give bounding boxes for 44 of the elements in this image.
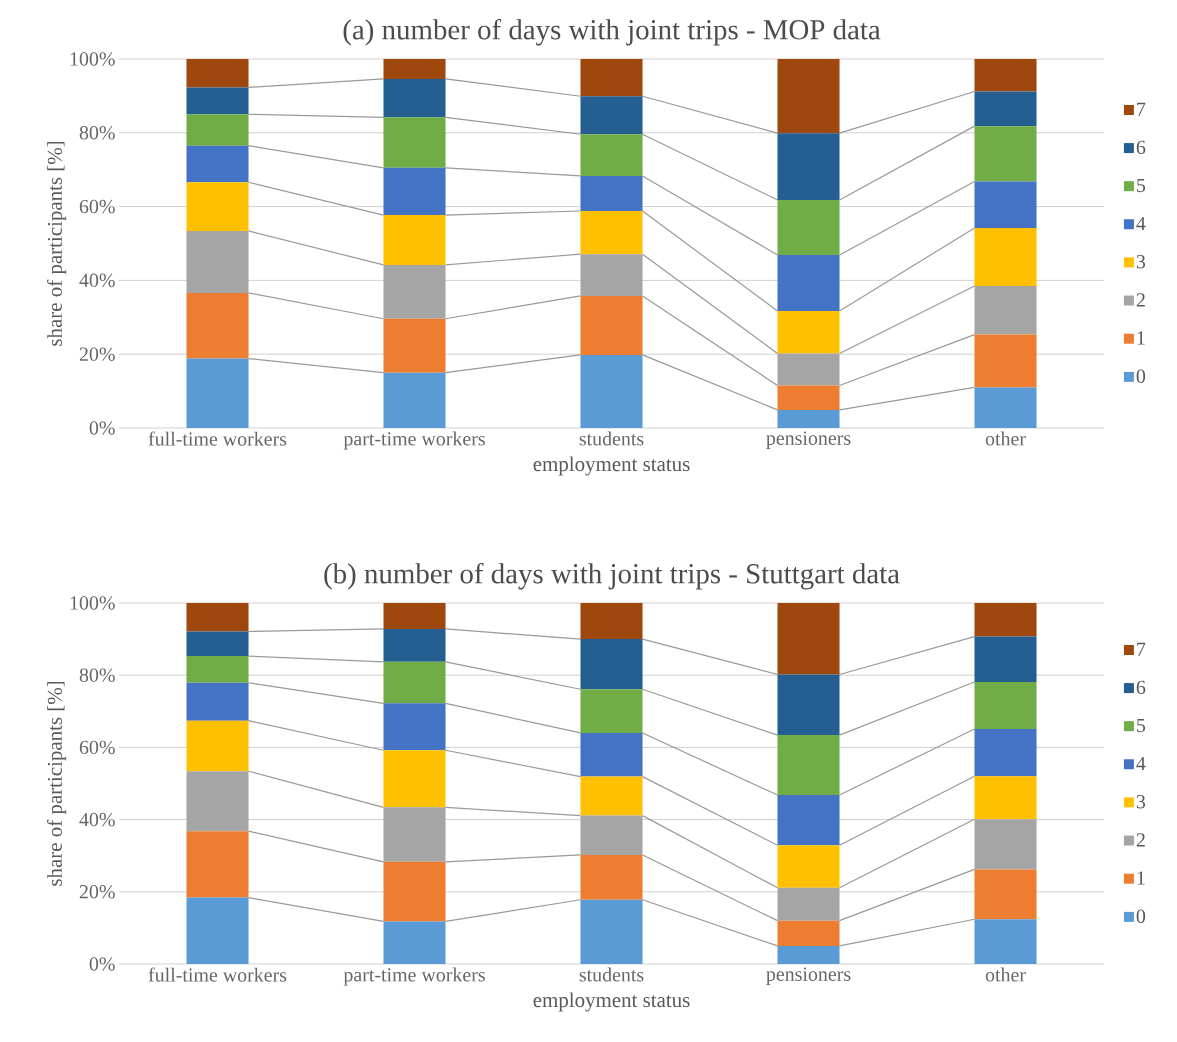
legend-label: 5 [1137, 718, 1146, 733]
legend-label: 7 [1137, 102, 1146, 116]
legend-label: 6 [1136, 680, 1146, 695]
legend-label: 5 [1137, 178, 1146, 193]
y-tick-label: 100% [70, 596, 115, 610]
chart-title: (b) number of days with joint trips - Stuttgart data [324, 562, 900, 590]
y-tick-label: 40% [79, 812, 115, 827]
legend-label: 6 [1136, 140, 1146, 155]
legend-label: 3 [1136, 795, 1146, 809]
y-axis-title: share of participants [%] [46, 681, 67, 886]
x-tick-label: pensioners [766, 967, 851, 985]
y-tick-label: 0% [89, 421, 115, 435]
y-tick-label: 20% [79, 347, 115, 361]
y-tick-label: 40% [79, 273, 115, 288]
legend-label: 4 [1136, 756, 1146, 771]
y-tick-label: 20% [79, 885, 115, 899]
x-tick-label: part-time workers [343, 431, 485, 450]
legend-label: 2 [1136, 293, 1145, 307]
x-tick-label: pensioners [766, 431, 851, 449]
x-axis-title: employment status [533, 456, 690, 476]
x-axis-title: employment status [533, 992, 690, 1012]
x-tick-label: students [579, 967, 644, 982]
x-tick-label: part-time workers [343, 967, 485, 986]
y-axis-title: share of participants [%] [46, 141, 67, 346]
legend-label: 2 [1136, 833, 1145, 847]
y-tick-label: 80% [79, 668, 115, 682]
legend-label: 0 [1136, 909, 1146, 923]
chart-title: (a) number of days with joint trips - MOP data [343, 18, 881, 46]
y-tick-label: 60% [79, 740, 115, 755]
x-tick-label: students [579, 431, 644, 446]
x-tick-label: other [985, 431, 1026, 446]
y-tick-label: 60% [79, 199, 115, 214]
x-tick-label: other [985, 967, 1026, 982]
y-tick-label: 100% [70, 52, 115, 66]
legend-label: 4 [1136, 216, 1146, 231]
x-tick-label: full-time workers [148, 967, 287, 982]
x-tick-label: full-time workers [148, 431, 287, 446]
legend-label: 0 [1136, 369, 1146, 383]
legend-label: 7 [1137, 642, 1146, 656]
y-tick-label: 0% [89, 957, 115, 971]
legend-label: 3 [1136, 255, 1146, 269]
y-tick-label: 80% [79, 126, 115, 140]
legend-label: 1 [1137, 871, 1145, 885]
legend-label: 1 [1137, 331, 1145, 345]
